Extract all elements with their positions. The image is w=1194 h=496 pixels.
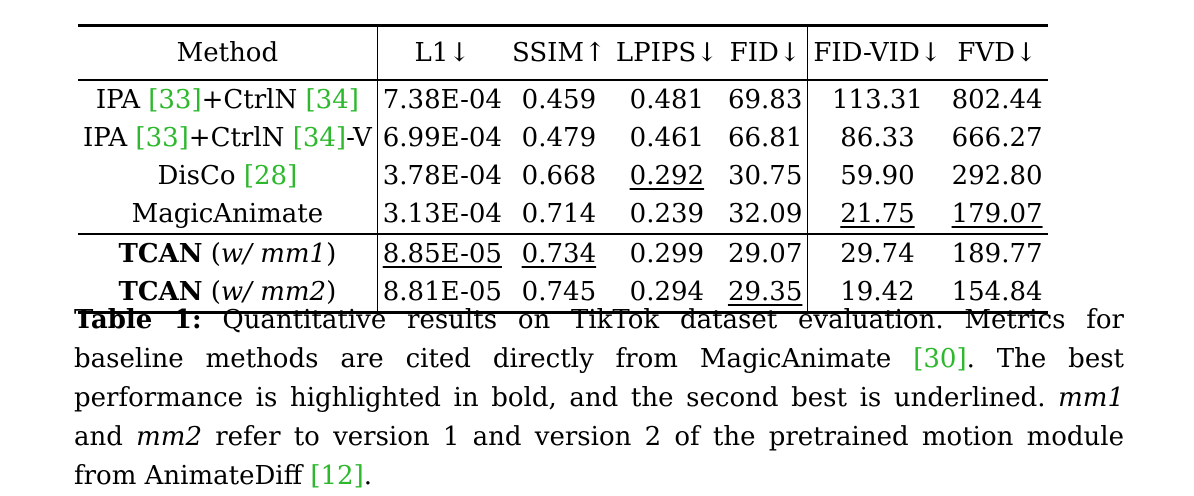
method-cell: TCAN (w/ mm2) (78, 273, 378, 313)
cell-ssim: 0.745 (521, 277, 597, 307)
method-name: IPA (95, 85, 140, 115)
method-mid: +CtrlN (201, 85, 298, 115)
citation-link[interactable]: [34] (292, 123, 347, 153)
cell-fvd: 189.77 (951, 239, 1043, 269)
method-variant: w/ mm1 (220, 239, 327, 269)
cell-fvd: 666.27 (951, 123, 1043, 153)
cell-ssim: 0.734 (521, 239, 597, 269)
table-row: DisCo [28] 3.78E-04 0.668 0.292 30.75 59… (78, 157, 1048, 195)
header-fvd: FVD↓ (957, 38, 1037, 68)
citation-link[interactable]: [34] (305, 85, 359, 115)
cell-l1: 3.78E-04 (382, 161, 502, 191)
method-cell: DisCo [28] (78, 157, 378, 195)
header-method: Method (78, 25, 378, 80)
cell-fid: 29.07 (722, 234, 809, 273)
cell-lpips: 0.299 (629, 239, 705, 269)
method-cell: IPA [33]+CtrlN [34] (78, 80, 378, 119)
table-row: IPA [33]+CtrlN [34]-V 6.99E-04 0.479 0.4… (78, 119, 1048, 157)
cell-ssim: 0.459 (521, 85, 597, 115)
cell-l1: 3.13E-04 (382, 199, 502, 229)
header-row: Method L1↓ SSIM↑ LPIPS↓ FID↓ FID-VID↓ FV… (78, 25, 1048, 80)
cell-fid: 32.09 (722, 195, 809, 234)
header-l1: L1↓ (414, 38, 471, 68)
caption-text: and (74, 422, 137, 452)
cell-fvd: 154.84 (951, 277, 1043, 307)
cell-fid-vid: 86.33 (840, 123, 915, 153)
results-table: Method L1↓ SSIM↑ LPIPS↓ FID↓ FID-VID↓ FV… (78, 24, 1048, 314)
method-mid: +CtrlN (188, 123, 285, 153)
method-name: TCAN (118, 239, 203, 269)
header-fid: FID↓ (722, 25, 809, 80)
cell-fid-vid: 21.75 (840, 199, 915, 229)
citation-link[interactable]: [30] (913, 344, 967, 374)
cell-l1: 8.81E-05 (382, 277, 502, 307)
cell-lpips: 0.239 (629, 199, 705, 229)
table-row: TCAN (w/ mm1) 8.85E-05 0.734 0.299 29.07… (78, 234, 1048, 273)
caption-text: refer to version 1 and version 2 of the … (74, 422, 1125, 491)
cell-l1: 8.85E-05 (382, 239, 502, 269)
cell-ssim: 0.668 (521, 161, 597, 191)
cell-ssim: 0.479 (521, 123, 597, 153)
header-lpips: LPIPS↓ (615, 38, 718, 68)
header-fid-vid: FID-VID↓ (813, 38, 942, 68)
table-caption: Table 1: Quantitative results on TikTok … (74, 301, 1124, 496)
citation-link[interactable]: [33] (148, 85, 202, 115)
table-row: IPA [33]+CtrlN [34] 7.38E-04 0.459 0.481… (78, 80, 1048, 119)
method-name: IPA (83, 123, 128, 153)
cell-l1: 6.99E-04 (382, 123, 502, 153)
method-suffix: -V (346, 123, 372, 153)
cell-fid-vid: 19.42 (840, 277, 915, 307)
caption-term: mm1 (1058, 383, 1124, 413)
cell-ssim: 0.714 (521, 199, 597, 229)
caption-text: Quantitative results on TikTok dataset e… (74, 305, 1124, 374)
caption-text: . The best performance is highlighted in… (74, 344, 1125, 413)
caption-term: mm2 (136, 422, 202, 452)
method-name: DisCo (157, 161, 236, 191)
cell-fvd: 292.80 (951, 161, 1043, 191)
caption-label: Table 1: (74, 305, 202, 335)
cell-lpips: 0.292 (629, 161, 705, 191)
method-cell: TCAN (w/ mm1) (78, 234, 378, 273)
method-name: TCAN (118, 277, 203, 307)
citation-link[interactable]: [33] (135, 123, 189, 153)
table-row: TCAN (w/ mm2) 8.81E-05 0.745 0.294 29.35… (78, 273, 1048, 313)
cell-fid-vid: 113.31 (831, 85, 923, 115)
cell-fid: 69.83 (722, 80, 809, 119)
method-variant: w/ mm2 (220, 277, 327, 307)
table-row: MagicAnimate 3.13E-04 0.714 0.239 32.09 … (78, 195, 1048, 234)
citation-link[interactable]: [12] (310, 461, 364, 491)
cell-fid-vid: 59.90 (840, 161, 915, 191)
method-cell: IPA [33]+CtrlN [34]-V (78, 119, 378, 157)
cell-lpips: 0.294 (629, 277, 705, 307)
cell-lpips: 0.461 (629, 123, 705, 153)
cell-l1: 7.38E-04 (382, 85, 502, 115)
cell-fid: 30.75 (722, 157, 809, 195)
cell-fid-vid: 29.74 (840, 239, 915, 269)
cell-lpips: 0.481 (629, 85, 705, 115)
citation-link[interactable]: [28] (243, 161, 298, 191)
caption-text: . (363, 461, 372, 491)
method-cell: MagicAnimate (78, 195, 378, 234)
cell-fid: 29.35 (722, 273, 809, 313)
cell-fvd: 802.44 (951, 85, 1043, 115)
header-ssim: SSIM↑ (511, 38, 606, 68)
method-name: MagicAnimate (131, 199, 324, 229)
page: Method L1↓ SSIM↑ LPIPS↓ FID↓ FID-VID↓ FV… (74, 24, 1124, 491)
cell-fvd: 179.07 (951, 199, 1043, 229)
cell-fid: 66.81 (722, 119, 809, 157)
